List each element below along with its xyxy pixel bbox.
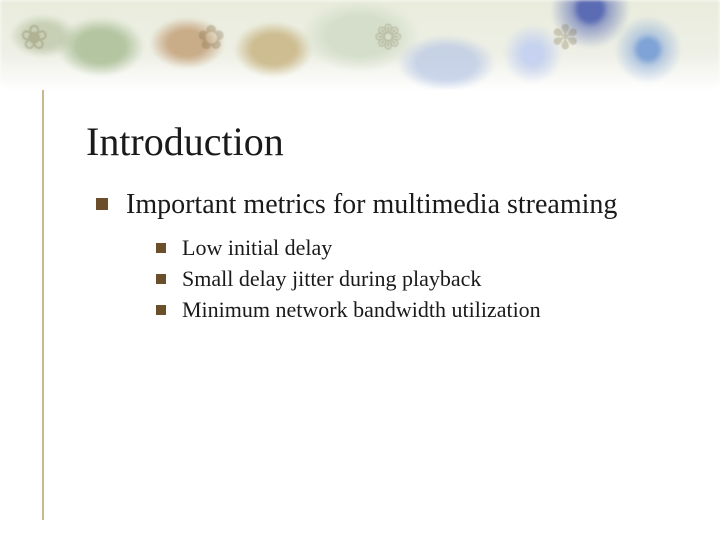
square-bullet-icon [156, 274, 166, 284]
bullet-level2: Minimum network bandwidth utilization [156, 297, 676, 324]
bullet-level2: Small delay jitter during playback [156, 266, 676, 293]
slide-body: Important metrics for multimedia streami… [96, 188, 676, 328]
bullet-level1-text: Important metrics for multimedia streami… [126, 188, 617, 221]
decorative-banner [0, 0, 720, 90]
slide-title: Introduction [86, 118, 284, 165]
bullet-level1: Important metrics for multimedia streami… [96, 188, 676, 221]
vertical-accent-rule [42, 90, 44, 520]
square-bullet-icon [156, 243, 166, 253]
bullet-level2: Low initial delay [156, 235, 676, 262]
square-bullet-icon [156, 305, 166, 315]
bullet-level2-text: Minimum network bandwidth utilization [182, 297, 541, 324]
bullet-level2-text: Low initial delay [182, 235, 332, 262]
bullet-level2-list: Low initial delay Small delay jitter dur… [156, 235, 676, 323]
slide: Introduction Important metrics for multi… [0, 0, 720, 540]
bullet-level2-text: Small delay jitter during playback [182, 266, 481, 293]
square-bullet-icon [96, 198, 108, 210]
